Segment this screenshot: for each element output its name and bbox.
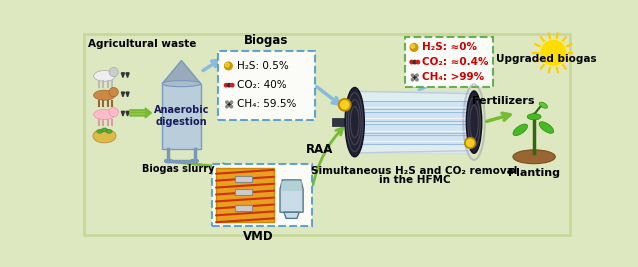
FancyBboxPatch shape xyxy=(235,189,252,195)
FancyBboxPatch shape xyxy=(358,101,467,109)
Circle shape xyxy=(541,41,566,65)
Ellipse shape xyxy=(345,88,364,157)
Ellipse shape xyxy=(106,129,112,133)
Polygon shape xyxy=(121,73,124,77)
FancyBboxPatch shape xyxy=(162,84,201,149)
Circle shape xyxy=(412,74,414,77)
Polygon shape xyxy=(162,61,201,84)
FancyBboxPatch shape xyxy=(358,124,467,133)
Circle shape xyxy=(410,60,413,64)
Circle shape xyxy=(225,63,229,67)
Polygon shape xyxy=(126,111,129,116)
FancyBboxPatch shape xyxy=(235,205,252,211)
Circle shape xyxy=(228,84,231,87)
FancyBboxPatch shape xyxy=(355,91,474,153)
Circle shape xyxy=(226,101,228,104)
Text: Fertilizers: Fertilizers xyxy=(472,96,535,105)
Ellipse shape xyxy=(539,102,547,108)
FancyBboxPatch shape xyxy=(332,118,345,126)
Circle shape xyxy=(230,84,234,87)
Ellipse shape xyxy=(94,109,115,119)
FancyArrow shape xyxy=(130,108,151,118)
Text: Planting: Planting xyxy=(508,168,560,178)
Circle shape xyxy=(109,68,118,77)
Text: RAA: RAA xyxy=(306,143,334,156)
Text: Simultaneous H₂S and CO₂ removal: Simultaneous H₂S and CO₂ removal xyxy=(311,166,517,176)
Text: H₂S: 0.5%: H₂S: 0.5% xyxy=(237,61,288,71)
Text: Biogas: Biogas xyxy=(244,34,289,48)
Circle shape xyxy=(225,84,228,87)
Circle shape xyxy=(341,101,348,109)
Circle shape xyxy=(413,76,417,79)
Polygon shape xyxy=(126,92,129,97)
Text: in the HFMC: in the HFMC xyxy=(378,175,450,185)
Polygon shape xyxy=(121,111,124,116)
Text: CO₂: ≈0.4%: CO₂: ≈0.4% xyxy=(422,57,489,67)
Text: CH₄: 59.5%: CH₄: 59.5% xyxy=(237,99,296,109)
Polygon shape xyxy=(126,73,129,77)
FancyBboxPatch shape xyxy=(281,181,302,191)
Ellipse shape xyxy=(527,114,541,120)
Ellipse shape xyxy=(93,129,116,143)
Circle shape xyxy=(538,37,568,68)
FancyBboxPatch shape xyxy=(235,176,252,182)
Circle shape xyxy=(467,139,473,146)
Circle shape xyxy=(413,60,417,64)
Polygon shape xyxy=(280,180,303,212)
Circle shape xyxy=(416,78,418,81)
Text: Biogas slurry: Biogas slurry xyxy=(142,164,214,174)
Text: Upgraded biogas: Upgraded biogas xyxy=(496,54,597,64)
Circle shape xyxy=(412,78,414,81)
Ellipse shape xyxy=(513,124,528,136)
Circle shape xyxy=(109,108,118,117)
Ellipse shape xyxy=(513,150,555,164)
Polygon shape xyxy=(121,92,124,97)
Circle shape xyxy=(230,105,233,108)
Circle shape xyxy=(226,105,228,108)
FancyBboxPatch shape xyxy=(358,112,467,121)
Ellipse shape xyxy=(101,128,108,132)
FancyBboxPatch shape xyxy=(358,135,467,144)
Circle shape xyxy=(225,62,232,70)
Text: VMD: VMD xyxy=(243,230,274,243)
Ellipse shape xyxy=(162,81,201,87)
Circle shape xyxy=(416,60,420,64)
Text: Agricultural waste: Agricultural waste xyxy=(87,39,196,49)
Circle shape xyxy=(230,101,233,104)
FancyBboxPatch shape xyxy=(404,37,493,88)
Polygon shape xyxy=(284,212,299,218)
Text: H₂S: ≈0%: H₂S: ≈0% xyxy=(422,42,477,52)
Text: CO₂: 40%: CO₂: 40% xyxy=(237,80,286,90)
Circle shape xyxy=(109,88,118,97)
Ellipse shape xyxy=(94,70,115,81)
Circle shape xyxy=(339,99,351,111)
Ellipse shape xyxy=(97,129,103,133)
Circle shape xyxy=(410,44,418,51)
Ellipse shape xyxy=(94,90,115,100)
Circle shape xyxy=(228,103,231,106)
Text: CH₄: >99%: CH₄: >99% xyxy=(422,72,485,83)
Circle shape xyxy=(411,44,415,48)
Circle shape xyxy=(465,138,475,148)
FancyBboxPatch shape xyxy=(218,50,315,120)
FancyBboxPatch shape xyxy=(212,164,313,226)
Ellipse shape xyxy=(539,122,554,133)
Circle shape xyxy=(416,74,418,77)
Text: Anaerobic
digestion: Anaerobic digestion xyxy=(154,105,209,127)
Ellipse shape xyxy=(466,91,482,153)
FancyBboxPatch shape xyxy=(216,168,274,222)
